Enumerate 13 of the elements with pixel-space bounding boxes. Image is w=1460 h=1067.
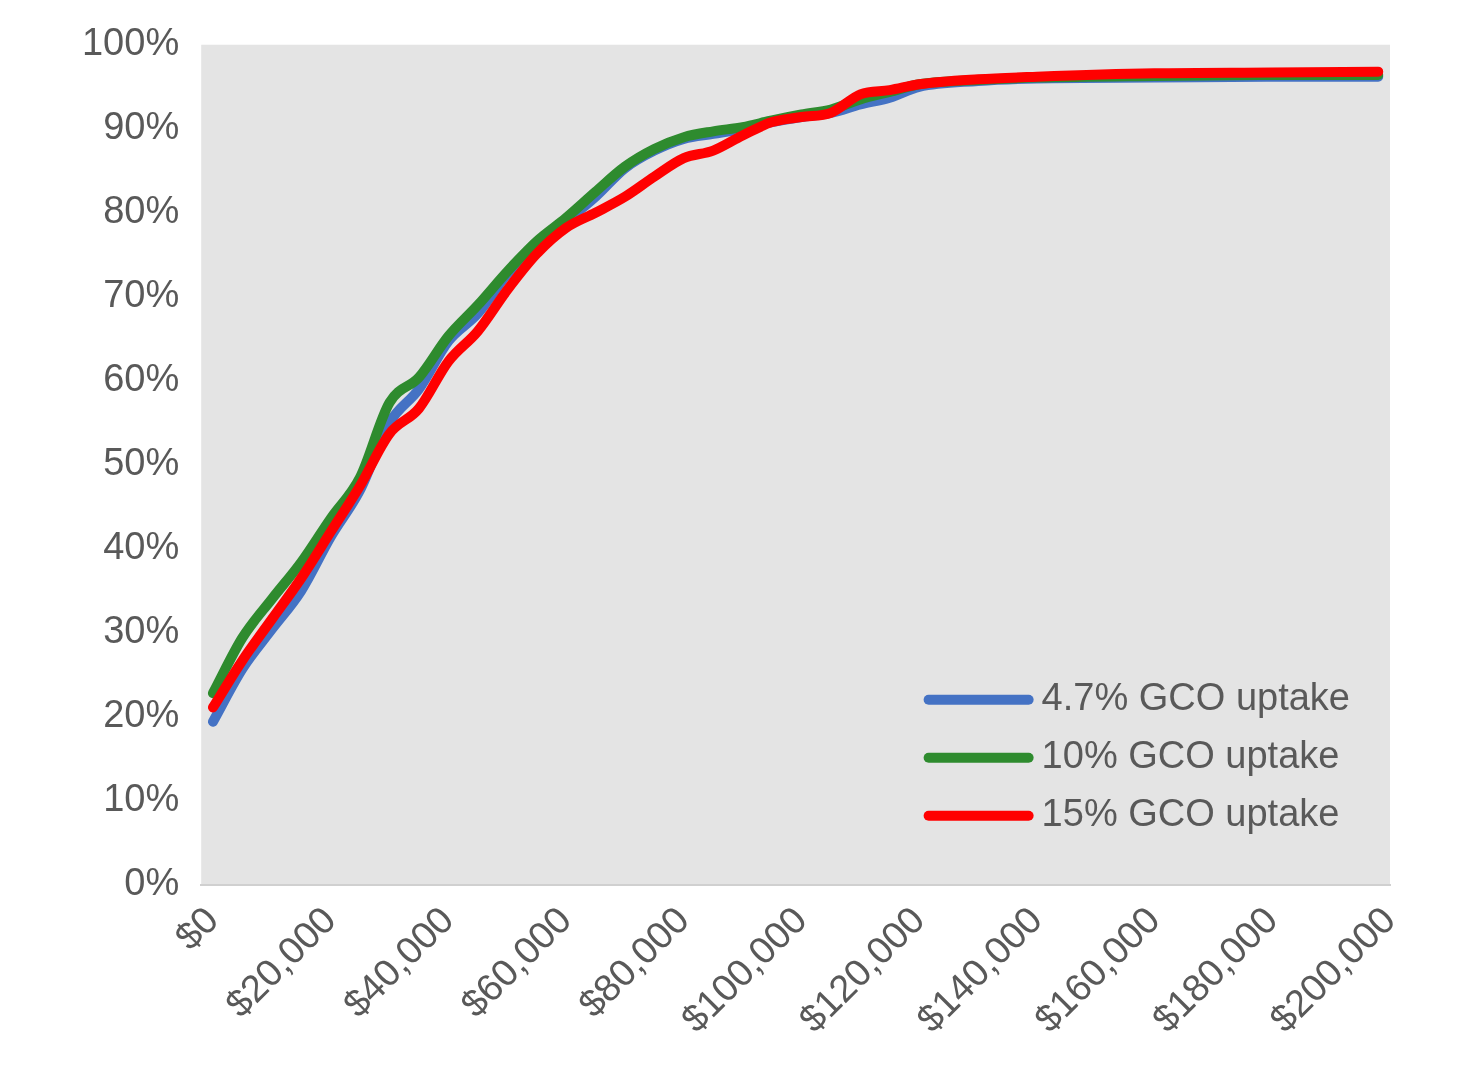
y-tick-label: 80% xyxy=(103,189,180,232)
y-tick-label: 60% xyxy=(103,357,180,400)
y-tick-label: 70% xyxy=(103,273,180,316)
y-tick-label: 40% xyxy=(103,525,180,568)
y-tick-label: 50% xyxy=(103,441,180,484)
y-tick-label: 10% xyxy=(103,777,180,820)
legend-label: 15% GCO uptake xyxy=(1041,792,1340,835)
y-tick-label: 100% xyxy=(81,21,180,64)
legend-label: 10% GCO uptake xyxy=(1041,734,1340,777)
legend-label: 4.7% GCO uptake xyxy=(1041,676,1351,719)
y-tick-label: 90% xyxy=(103,105,180,148)
y-tick-label: 20% xyxy=(103,693,180,736)
y-tick-label: 30% xyxy=(103,609,180,652)
